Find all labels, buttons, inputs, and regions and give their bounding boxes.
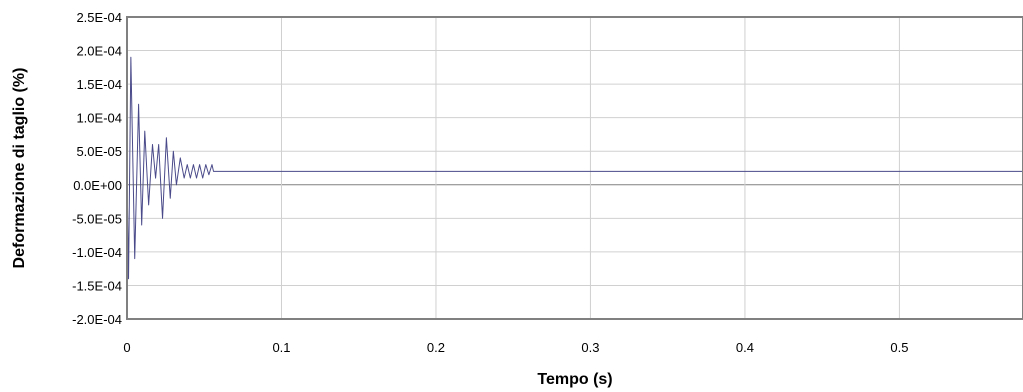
x-tick-label: 0.5 bbox=[890, 340, 908, 355]
y-tick-label: -1.5E-04 bbox=[72, 278, 122, 293]
y-tick-label: -1.0E-04 bbox=[72, 245, 122, 260]
x-tick-label: 0.4 bbox=[736, 340, 754, 355]
y-tick-label: 1.0E-04 bbox=[76, 111, 122, 126]
y-tick-label: 0.0E+00 bbox=[73, 178, 122, 193]
y-tick-label: -5.0E-05 bbox=[72, 211, 122, 226]
y-axis-title: Deformazione di taglio (%) bbox=[11, 68, 28, 269]
x-tick-label: 0.2 bbox=[427, 340, 445, 355]
y-tick-label: -2.0E-04 bbox=[72, 312, 122, 327]
y-tick-label: 1.5E-04 bbox=[76, 77, 122, 92]
y-tick-label: 5.0E-05 bbox=[76, 144, 122, 159]
y-tick-labels: 2.5E-04 2.0E-04 1.5E-04 1.0E-04 5.0E-05 0.0E+… bbox=[72, 10, 122, 327]
x-tick-label: 0.3 bbox=[581, 340, 599, 355]
series-line bbox=[126, 56, 1023, 280]
y-tick-label: 2.5E-04 bbox=[76, 10, 122, 25]
plot-border bbox=[126, 16, 1023, 320]
series-group bbox=[126, 56, 1023, 280]
y-tick-label: 2.0E-04 bbox=[76, 44, 122, 59]
x-tick-label: 0 bbox=[123, 340, 130, 355]
x-tick-label: 0.1 bbox=[272, 340, 290, 355]
x-axis-title: Tempo (s) bbox=[537, 371, 612, 388]
plot-area bbox=[127, 17, 1023, 319]
x-tick-labels: 0 0.1 0.2 0.3 0.4 0.5 bbox=[123, 340, 908, 355]
